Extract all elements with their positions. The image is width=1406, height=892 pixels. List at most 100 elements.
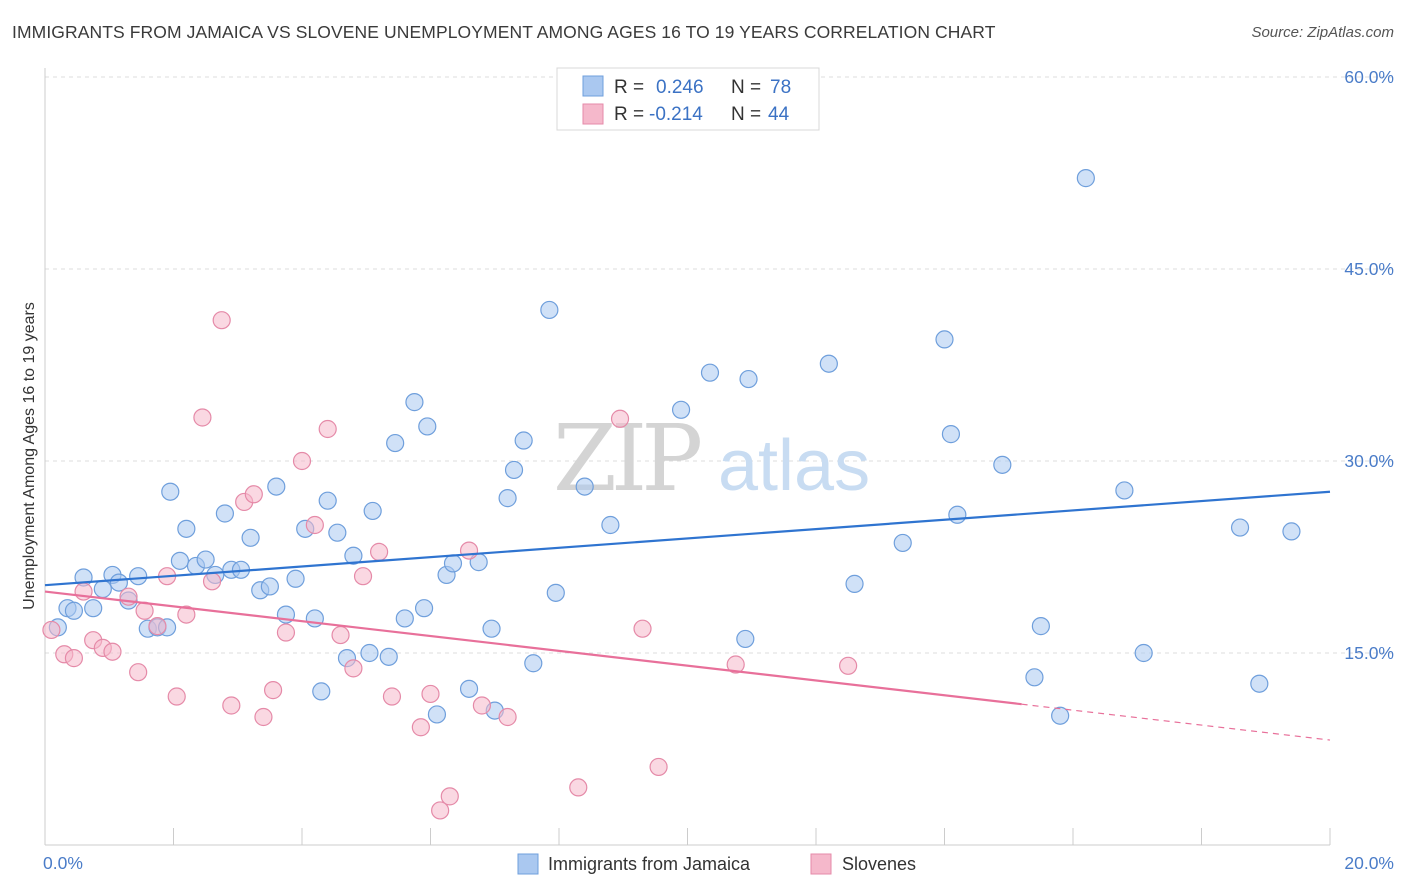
- slovenes-point-32: [421, 684, 440, 704]
- jamaica-point-62: [819, 354, 838, 373]
- jamaica-point-65: [941, 425, 961, 444]
- jamaica-point-40: [405, 393, 424, 412]
- jamaica-point-22: [241, 528, 260, 547]
- slovenes-point-0: [42, 620, 61, 640]
- y-axis-label: Unemployment Among Ages 16 to 19 years: [21, 302, 38, 610]
- jamaica-point-59: [700, 363, 720, 382]
- legend-r-value-1: 0.246: [656, 77, 704, 98]
- slovenes-point-10: [148, 617, 167, 636]
- jamaica-point-14: [170, 551, 190, 570]
- y-tick-label-60: 60.0%: [1344, 67, 1394, 87]
- x-tick-label-max: 20.0%: [1344, 853, 1394, 873]
- bottom-legend-swatch-slovenes[interactable]: [810, 853, 832, 875]
- jamaica-point-66: [948, 505, 967, 524]
- slovenes-point-34: [440, 787, 459, 806]
- slovenes-point-40: [633, 619, 652, 638]
- jamaica-point-53: [524, 654, 543, 673]
- slovenes-point-31: [411, 718, 430, 737]
- jamaica-point-55: [546, 583, 565, 602]
- chart-title: IMMIGRANTS FROM JAMAICA VS SLOVENE UNEMP…: [12, 22, 996, 42]
- jamaica-point-39: [395, 609, 414, 628]
- slovenes-point-16: [212, 311, 231, 330]
- jamaica-point-56: [575, 477, 594, 496]
- slovenes-point-38: [569, 778, 588, 797]
- jamaica-point-48: [482, 619, 501, 638]
- stats-legend: R = 0.246 N = 78 R = -0.214 N = 44: [556, 67, 820, 131]
- jamaica-point-32: [328, 523, 347, 542]
- jamaica-point-73: [1134, 643, 1153, 663]
- y-tick-label-15: 15.0%: [1344, 643, 1394, 663]
- watermark-atlas: atlas: [718, 426, 870, 506]
- jamaica-point-43: [427, 705, 447, 724]
- bottom-legend-swatch-jamaica[interactable]: [517, 853, 539, 875]
- jamaica-point-75: [1250, 674, 1269, 693]
- legend-n-label-1: N =: [731, 77, 761, 98]
- slovenes-point-19: [244, 485, 263, 504]
- jamaica-point-72: [1115, 481, 1134, 500]
- slovenes-point-41: [649, 757, 668, 777]
- slovenes-point-43: [839, 656, 858, 675]
- slovenes-point-22: [276, 623, 296, 642]
- jamaica-point-15: [177, 519, 196, 538]
- legend-n-value-1: 78: [770, 77, 791, 98]
- slovenes-point-39: [610, 409, 630, 428]
- slovenes-point-29: [370, 542, 389, 561]
- bottom-legend-label-jamaica[interactable]: Immigrants from Jamaica: [548, 854, 751, 874]
- jamaica-point-46: [459, 679, 479, 698]
- slovenes-point-35: [459, 541, 479, 560]
- jamaica-point-7: [109, 573, 128, 592]
- source-label: Source: ZipAtlas.com: [1251, 24, 1394, 41]
- y-tick-label-45: 45.0%: [1344, 259, 1394, 279]
- jamaica-point-63: [845, 574, 864, 593]
- jamaica-point-58: [671, 400, 691, 419]
- legend-r-value-2: -0.214: [649, 104, 703, 125]
- watermark-zip: ZIP: [553, 405, 700, 512]
- jamaica-point-57: [601, 515, 620, 535]
- jamaica-point-41: [414, 599, 434, 618]
- slovenes-point-20: [254, 707, 273, 727]
- jamaica-point-13: [161, 482, 180, 501]
- watermark: ZIP atlas: [553, 405, 870, 512]
- jamaica-point-24: [260, 577, 279, 596]
- slovenes-point-14: [193, 408, 212, 427]
- slovenes-points: [42, 311, 858, 820]
- y-axis-tick-labels: 15.0% 30.0% 45.0% 60.0%: [1344, 67, 1394, 663]
- x-axis-ticks: [44, 828, 1331, 845]
- jamaica-point-37: [379, 647, 398, 666]
- y-tick-label-30: 30.0%: [1344, 451, 1394, 471]
- slovenes-point-23: [292, 451, 312, 471]
- jamaica-point-76: [1282, 522, 1301, 541]
- jamaica-point-77: [893, 533, 912, 553]
- jamaica-point-30: [312, 682, 331, 701]
- jamaica-point-51: [504, 460, 524, 480]
- jamaica-point-19: [215, 504, 234, 523]
- legend-swatch-slovenes: [582, 103, 604, 125]
- jamaica-points: [48, 169, 1301, 725]
- jamaica-point-38: [386, 433, 405, 453]
- jamaica-point-68: [1025, 668, 1044, 687]
- jamaica-point-35: [360, 643, 379, 663]
- slovenes-point-2: [64, 649, 84, 668]
- slovenes-point-27: [344, 659, 363, 678]
- slovenes-point-25: [318, 419, 337, 439]
- jamaica-point-9: [129, 567, 148, 586]
- slovenes-point-33: [431, 801, 450, 820]
- slovenes-point-26: [331, 625, 350, 645]
- x-tick-label-min: 0.0%: [43, 853, 83, 873]
- jamaica-point-50: [498, 489, 517, 508]
- jamaica-point-52: [514, 431, 533, 450]
- jamaica-point-36: [363, 501, 382, 521]
- slovenes-point-21: [263, 681, 283, 700]
- jamaica-point-4: [84, 599, 103, 618]
- bottom-legend-label-slovenes[interactable]: Slovenes: [842, 854, 916, 874]
- legend-r-label-1: R =: [614, 77, 644, 98]
- jamaica-point-61: [739, 369, 758, 389]
- jamaica-point-31: [318, 491, 337, 510]
- jamaica-point-74: [1230, 518, 1250, 537]
- legend-n-value-2: 44: [768, 104, 790, 125]
- jamaica-point-45: [443, 554, 463, 573]
- slovenes-point-36: [472, 696, 491, 715]
- legend-r-label-2: R =: [614, 104, 644, 125]
- jamaica-point-67: [993, 455, 1012, 474]
- jamaica-point-64: [935, 330, 954, 349]
